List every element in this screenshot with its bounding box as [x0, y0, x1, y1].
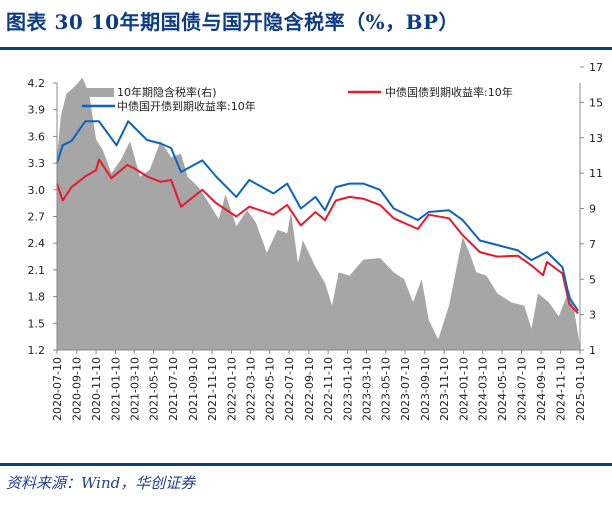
bottom-rule: [0, 463, 612, 466]
x-tick-label: 2022-09-10: [303, 357, 316, 421]
chart: 4.23.93.63.33.02.72.42.11.81.51.21715131…: [28, 61, 604, 421]
right-tick-label: 1: [589, 344, 596, 357]
right-tick-label: 11: [589, 167, 603, 180]
right-tick-label: 3: [589, 309, 596, 322]
x-tick-label: 2022-05-10: [264, 357, 277, 421]
left-tick-label: 2.1: [28, 264, 46, 277]
x-tick-label: 2020-11-10: [90, 357, 103, 421]
x-tick-label: 2020-07-10: [51, 357, 64, 421]
x-tick-label: 2022-07-10: [283, 357, 296, 421]
x-tick-label: 2021-09-10: [187, 357, 200, 421]
legend-label-cgb: 中债国债到期收益率:10年: [385, 85, 513, 99]
cdb-10y-yield-line: [56, 120, 579, 312]
left-tick-label: 3.3: [28, 157, 46, 170]
x-tick-label: 2022-11-10: [322, 357, 335, 421]
implied-tax-rate-area: [57, 77, 580, 350]
left-tick-label: 3.0: [28, 184, 46, 197]
x-tick-label: 2023-05-10: [380, 357, 393, 421]
x-tick-label: 2024-03-10: [477, 357, 490, 421]
left-tick-label: 2.4: [28, 237, 46, 250]
left-tick-label: 1.5: [28, 317, 46, 330]
x-tick-label: 2024-05-10: [496, 357, 509, 421]
x-tick-label: 2025-01-10: [574, 357, 587, 421]
x-tick-label: 2023-01-10: [342, 357, 355, 421]
left-tick-label: 1.8: [28, 291, 46, 304]
right-tick-label: 7: [589, 238, 596, 251]
legend-label-area: 10年期隐含税率(右): [117, 85, 217, 99]
left-tick-label: 4.2: [28, 77, 46, 90]
x-tick-label: 2021-05-10: [148, 357, 161, 421]
x-tick-label: 2023-07-10: [399, 357, 412, 421]
left-tick-label: 2.7: [28, 211, 46, 224]
x-tick-label: 2023-03-10: [360, 357, 373, 421]
x-tick-label: 2022-01-10: [226, 357, 239, 421]
x-tick-label: 2021-03-10: [128, 357, 141, 421]
x-tick-label: 2024-11-10: [555, 357, 568, 421]
left-tick-label: 1.2: [28, 344, 46, 357]
top-rule: [0, 47, 612, 50]
cgb-10y-yield-line: [56, 158, 579, 315]
x-tick-label: 2022-03-10: [244, 357, 257, 421]
x-tick-label: 2021-11-10: [206, 357, 219, 421]
x-tick-label: 2020-09-10: [71, 357, 84, 421]
x-tick-label: 2023-09-10: [419, 357, 432, 421]
right-tick-label: 15: [589, 96, 603, 109]
right-tick-label: 9: [589, 203, 596, 216]
left-tick-label: 3.6: [28, 130, 46, 143]
x-tick-label: 2024-09-10: [535, 357, 548, 421]
x-tick-label: 2024-07-10: [516, 357, 529, 421]
x-tick-label: 2024-01-10: [458, 357, 471, 421]
x-tick-label: 2021-01-10: [109, 357, 122, 421]
right-tick-label: 17: [589, 61, 603, 74]
source-note: 资料来源：Wind，华创证券: [6, 474, 196, 492]
right-tick-label: 5: [589, 273, 596, 286]
right-tick-label: 13: [589, 132, 603, 145]
x-tick-label: 2021-07-10: [167, 357, 180, 421]
x-tick-label: 2023-11-10: [438, 357, 451, 421]
legend-swatch-area: [82, 88, 114, 97]
legend-label-cdb: 中债国开债到期收益率:10年: [117, 99, 256, 113]
figure-title: 图表 30 10年期国债与国开隐含税率（%，BP）: [6, 10, 460, 34]
left-tick-label: 3.9: [28, 104, 46, 117]
